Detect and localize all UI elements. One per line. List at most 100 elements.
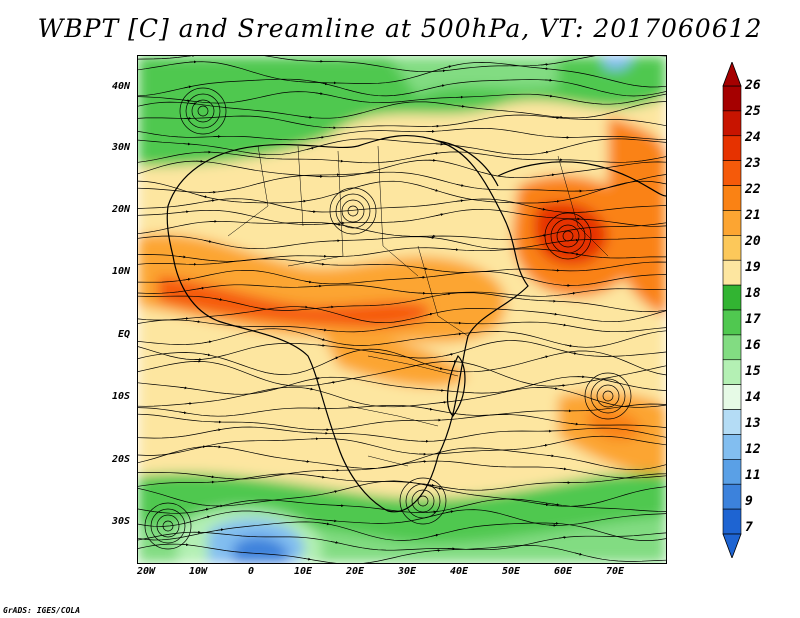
streamlines [138, 56, 666, 563]
streamline-arrow [189, 102, 197, 106]
lat-tick-10n: 10N [111, 266, 130, 277]
colorbar-label-21: 21 [745, 208, 761, 223]
streamline-arrow [197, 286, 205, 290]
streamline [138, 480, 666, 507]
streamline-arrow [454, 332, 462, 336]
streamline [138, 78, 666, 97]
streamline-arrow [438, 69, 446, 73]
colorbar-cell [722, 135, 742, 161]
streamline-arrow [193, 320, 201, 324]
colorbar-label-19: 19 [745, 260, 761, 275]
vortex-ring [584, 372, 632, 420]
streamline [138, 521, 666, 541]
streamline [138, 509, 666, 527]
colorbar-cell [722, 160, 742, 186]
colorbar-label-9: 9 [745, 494, 753, 509]
streamline [138, 61, 666, 88]
streamline-arrow [418, 276, 426, 279]
vortex-ring [197, 105, 209, 117]
streamline-arrow [559, 323, 567, 327]
streamline-arrow [425, 312, 433, 316]
lon-tick-70e: 70E [605, 566, 625, 577]
streamline-arrow [304, 280, 312, 284]
streamline-arrow [429, 510, 437, 514]
streamline-arrow [184, 85, 192, 89]
streamline-arrow [541, 150, 549, 154]
vortex-ring [562, 230, 574, 242]
streamline-arrow [315, 92, 324, 95]
streamline-arrow [336, 159, 344, 163]
lat-tick-10s: 10S [111, 391, 130, 402]
colorbar-label-15: 15 [745, 364, 761, 379]
lat-tick-30n: 30N [111, 142, 130, 153]
streamline-arrow [559, 536, 567, 539]
streamline-arrow [425, 407, 433, 411]
lon-tick-40e: 40E [449, 566, 469, 577]
streamline-arrow [446, 353, 454, 356]
streamline [138, 292, 666, 312]
streamline-arrow [538, 207, 546, 211]
streamline-arrow [316, 135, 325, 139]
vortex-ring [405, 483, 441, 519]
streamline-arrow [317, 337, 326, 341]
streamline-arrow [552, 199, 560, 203]
streamline-arrow [436, 388, 445, 392]
streamline-arrow [558, 384, 566, 387]
streamline-arrow [216, 528, 224, 532]
streamline-arrow [456, 199, 464, 203]
streamline-arrow [437, 84, 445, 88]
streamline-arrow [187, 56, 196, 57]
streamline-arrow [204, 240, 212, 243]
colorbar-label-20: 20 [745, 234, 761, 249]
streamline-arrow [419, 460, 427, 463]
lon-tick-30e: 30E [397, 566, 417, 577]
vortex-ring [335, 193, 371, 229]
colorbar [722, 62, 742, 558]
colorbar-cell [722, 210, 742, 236]
streamline-arrow [320, 82, 328, 86]
colorbar-label-12: 12 [745, 442, 761, 457]
streamline-arrow [571, 422, 579, 426]
lon-tick-10w: 10W [188, 566, 208, 577]
vortex-ring [399, 477, 447, 525]
streamline-arrow [552, 503, 560, 506]
streamline [138, 138, 666, 156]
lat-tick-20n: 20N [111, 204, 130, 215]
streamline-arrow [204, 340, 212, 344]
colorbar-label-7: 7 [745, 520, 753, 535]
streamline-arrow [444, 65, 452, 69]
colorbar-label-14: 14 [745, 390, 761, 405]
streamline-arrow [574, 552, 583, 556]
streamline [138, 114, 666, 129]
streamline-arrow [183, 277, 191, 281]
streamline-arrow [303, 557, 312, 561]
streamline-arrow [181, 317, 189, 320]
streamline-arrow [550, 312, 558, 316]
streamline-arrow [568, 291, 576, 295]
streamline-arrow [182, 99, 191, 103]
streamline-arrow [207, 199, 215, 202]
streamline [138, 284, 666, 297]
streamline [138, 319, 666, 333]
streamline [138, 348, 666, 376]
streamline [138, 426, 666, 442]
streamline-arrow [541, 67, 549, 71]
vortex-ring [590, 378, 626, 414]
lat-tick-20s: 20S [111, 454, 130, 465]
streamline-arrow [203, 353, 211, 357]
vortex-ring [556, 224, 580, 248]
streamline [138, 91, 666, 105]
vortex-ring [544, 212, 592, 260]
streamline [138, 56, 666, 73]
streamline [138, 386, 666, 408]
streamline [138, 473, 666, 491]
streamline-arrow [540, 443, 548, 447]
map-panel [137, 55, 667, 564]
borders [227, 145, 609, 467]
streamline-arrow [456, 184, 465, 187]
streamline-arrow [308, 210, 317, 213]
vortex-ring [417, 495, 429, 507]
streamline-arrow [331, 356, 339, 361]
vortex-ring [411, 489, 435, 513]
streamline-arrow [179, 411, 187, 415]
